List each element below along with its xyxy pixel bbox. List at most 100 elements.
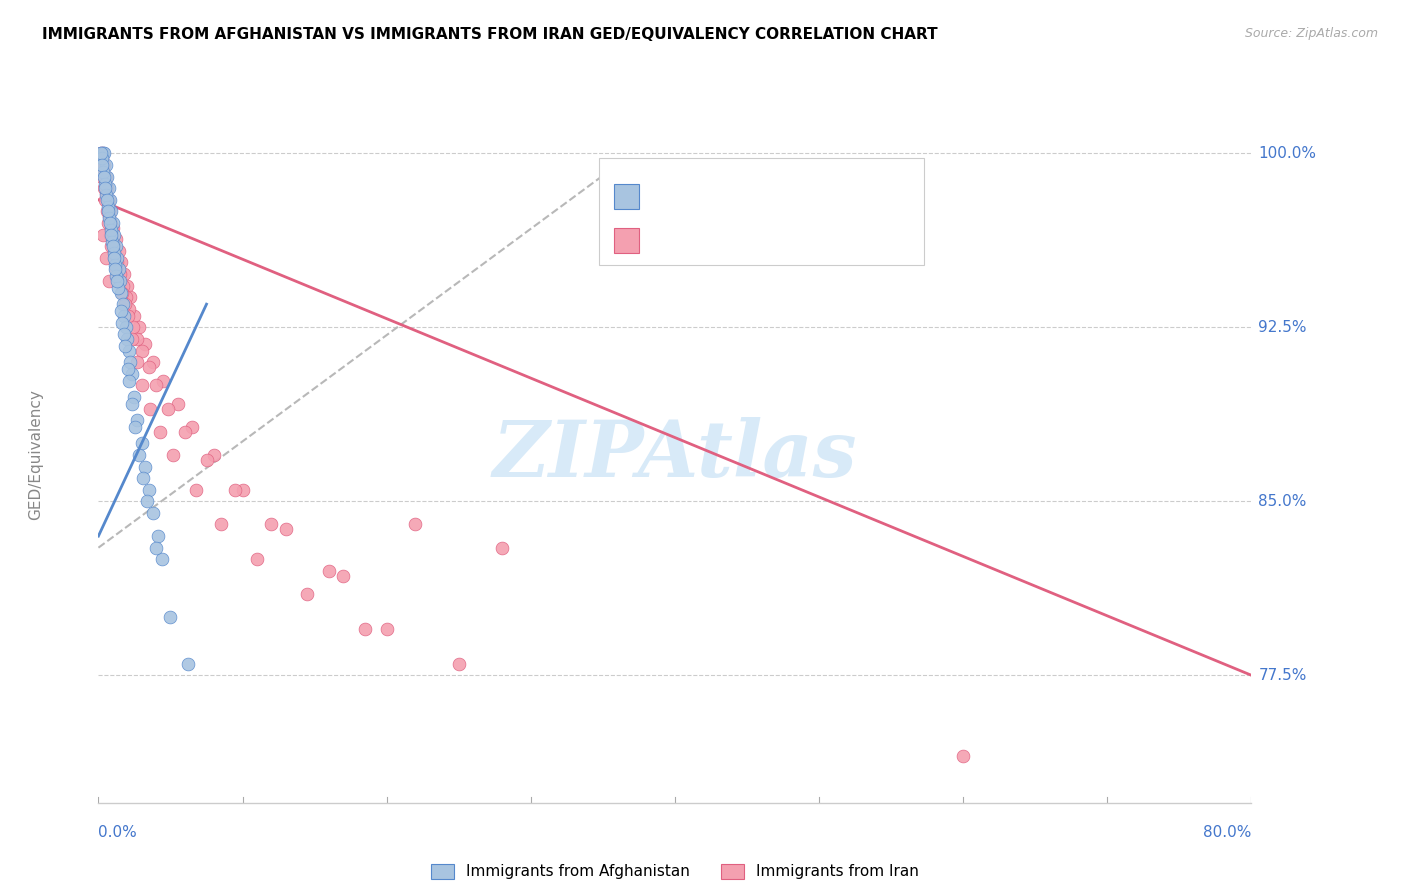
Point (120, 355, 142, 369)
Point (114, 290, 136, 304)
Point (138, 359, 160, 374)
Text: 92.5%: 92.5% (1258, 320, 1306, 334)
Point (100, 204, 122, 219)
Point (101, 232, 124, 246)
Text: 77.5%: 77.5% (1258, 668, 1306, 682)
Point (104, 239, 127, 253)
Point (118, 374, 141, 388)
Point (93, 165, 115, 179)
Point (94, 251, 117, 265)
Point (91, 146, 114, 161)
Point (91, 227, 114, 242)
Point (108, 274, 131, 288)
Point (174, 425, 197, 439)
Point (112, 309, 135, 323)
Text: 100.0%: 100.0% (1258, 146, 1316, 161)
Point (202, 448, 225, 462)
Point (101, 235, 124, 249)
Point (100, 239, 122, 253)
Point (145, 541, 167, 555)
Point (142, 355, 165, 369)
Point (100, 223, 122, 237)
Point (159, 610, 181, 624)
Point (195, 452, 218, 467)
Point (152, 374, 174, 388)
Point (107, 262, 129, 277)
Point (90, 146, 112, 161)
Point (105, 255, 128, 269)
Point (94, 193, 117, 207)
Point (93, 181, 115, 195)
Point (103, 246, 125, 260)
Point (91, 169, 114, 184)
Point (134, 336, 156, 351)
Point (100, 227, 122, 242)
Point (128, 320, 150, 334)
Point (108, 274, 131, 288)
Point (112, 267, 135, 281)
Point (97, 204, 120, 219)
Point (97, 216, 120, 230)
Point (131, 436, 153, 450)
Text: ZIPAtlas: ZIPAtlas (492, 417, 858, 493)
Legend: Immigrants from Afghanistan, Immigrants from Iran: Immigrants from Afghanistan, Immigrants … (425, 857, 925, 886)
Point (122, 320, 145, 334)
Point (96, 181, 118, 195)
Point (224, 483, 246, 497)
Point (332, 568, 354, 582)
Point (132, 471, 155, 485)
Point (491, 541, 513, 555)
Point (91, 151, 114, 165)
Text: -0.367: -0.367 (692, 233, 747, 248)
Point (90, 146, 112, 161)
Point (121, 397, 143, 411)
Text: R =: R = (647, 189, 679, 204)
Point (98, 227, 121, 242)
Point (156, 401, 179, 416)
Point (246, 552, 269, 566)
Point (108, 267, 131, 281)
Point (98, 209, 121, 223)
Point (97, 181, 120, 195)
Text: 0.170: 0.170 (692, 189, 745, 204)
Point (91, 146, 114, 161)
Point (96, 193, 118, 207)
Point (260, 517, 283, 532)
Point (111, 278, 134, 293)
Point (118, 301, 141, 316)
Point (181, 420, 204, 434)
Point (112, 327, 135, 342)
Point (93, 169, 115, 184)
Point (101, 220, 124, 235)
Point (114, 297, 136, 311)
Point (149, 425, 172, 439)
Point (110, 285, 132, 300)
Point (98, 211, 121, 226)
Point (117, 362, 139, 376)
Point (93, 146, 115, 161)
Point (96, 169, 118, 184)
Point (125, 355, 148, 369)
Point (105, 274, 128, 288)
Point (297, 587, 319, 601)
Point (209, 517, 232, 532)
Point (98, 193, 121, 207)
Point (111, 297, 134, 311)
Point (110, 255, 132, 269)
Point (186, 483, 208, 497)
Point (117, 332, 138, 346)
Point (110, 304, 132, 318)
Point (90, 158, 112, 172)
Point (104, 232, 127, 246)
Point (103, 251, 125, 265)
Point (405, 517, 427, 532)
Point (94, 169, 117, 184)
Point (128, 448, 150, 462)
Point (90, 146, 112, 161)
Point (94, 158, 117, 172)
Point (375, 622, 398, 636)
Point (101, 216, 124, 230)
Point (111, 285, 134, 300)
Point (107, 244, 129, 258)
Point (97, 193, 120, 207)
